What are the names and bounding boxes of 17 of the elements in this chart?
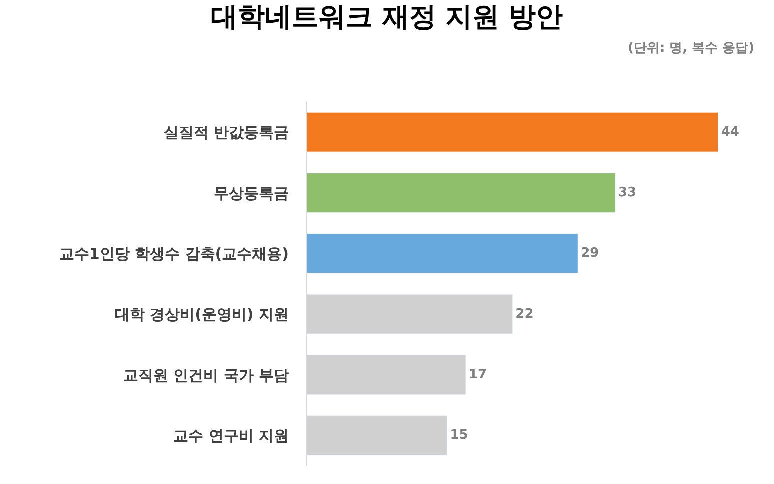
y-tick-label: 교수 연구비 지원 [174,426,289,445]
text: (단위: 명, 복수 응답) [628,41,755,56]
data-label: 29 [581,246,600,262]
data-label: 33 [618,186,637,200]
bar [307,173,616,213]
chart-title: 대학네트워크 재정 지원 방안 [210,2,564,34]
bar [307,112,719,152]
y-tick-label: 교직원 인건비 국가 부담 [123,366,289,384]
data-label: 15 [450,428,468,444]
y-tick-label: 무상등록금 [214,184,289,202]
y-tick-label: 대학 경상비(운영비) 지원 [114,306,289,324]
data-label: 22 [516,306,534,322]
data-label: 44 [721,124,740,140]
data-label: 17 [468,368,488,382]
bar [307,234,578,274]
y-tick-label: 실질적 반값등록금 [164,124,289,142]
y-tick-label: 교수1인당 학생수 감축(교수채용) [59,244,289,263]
